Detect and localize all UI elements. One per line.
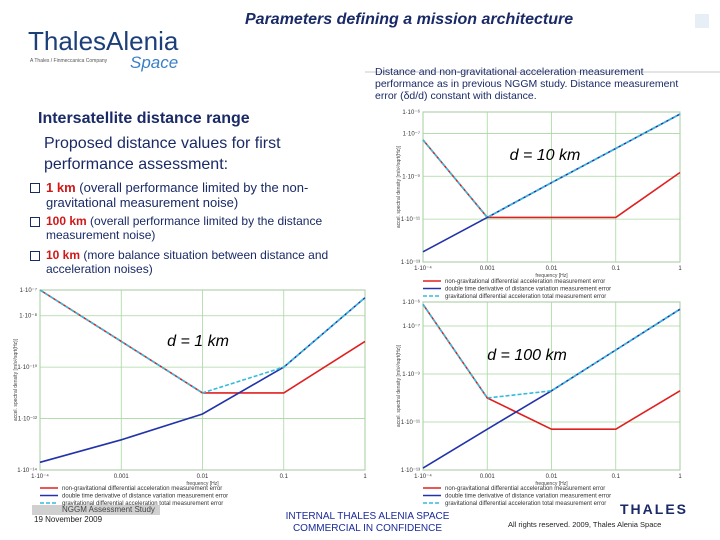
confidential: INTERNAL THALES ALENIA SPACE COMMERCIAL I…	[270, 511, 465, 535]
legend-label: double time derivative of distance varia…	[62, 494, 228, 500]
date: 19 November 2009	[34, 515, 103, 524]
bullet-text: (more balance situation between distance…	[46, 248, 329, 276]
x-tick-label: 0.001	[480, 266, 496, 272]
bullet-key: 10 km	[46, 248, 81, 262]
y-axis-label: accel. spectral density [m/s²/sqrt(Hz)]	[396, 344, 402, 427]
title: Parameters defining a mission architectu…	[245, 11, 574, 28]
y-tick-label: 1·10⁻⁷	[403, 323, 420, 330]
brand: THALES	[620, 501, 688, 517]
x-tick-label: 1	[678, 474, 682, 480]
y-tick-label: 1·10⁻⁷	[403, 130, 420, 137]
y-tick-label: 1·10⁻⁷	[20, 287, 37, 294]
series-line	[422, 303, 681, 399]
legend-label: non-gravitational differential accelerat…	[62, 486, 222, 492]
y-axis-label: accel. spectral density [m/s²/sqrt(Hz)]	[13, 338, 19, 421]
y-tick-label: 1·10⁻⁶	[402, 109, 420, 116]
annotation: d = 100 km	[487, 347, 567, 364]
bullet-body: 10 km (more balance situation between di…	[46, 248, 350, 276]
bullet-box	[30, 217, 40, 227]
bullet-key: 1 km	[46, 180, 76, 195]
y-tick-label: 1·10⁻¹¹	[401, 217, 420, 223]
y-tick-label: 1·10⁻¹²	[18, 417, 37, 423]
y-tick-label: 1·10⁻¹³	[401, 260, 420, 266]
confidential-line: INTERNAL THALES ALENIA SPACE	[285, 511, 450, 522]
corner-mark	[695, 14, 709, 28]
series-line	[422, 113, 681, 219]
rights: All rights reserved. 2009, Thales Alenia…	[508, 520, 662, 529]
x-tick-label: 1·10⁻⁴	[414, 265, 432, 272]
x-tick-label: 0.1	[612, 266, 621, 272]
legend-label: gravitational differential acceleration …	[62, 501, 223, 507]
x-tick-label: 1·10⁻⁴	[31, 473, 49, 480]
x-tick-label: 1	[678, 266, 682, 272]
bullet: 100 km (overall performance limited by t…	[30, 214, 350, 242]
y-tick-label: 1·10⁻⁹	[402, 371, 420, 378]
y-tick-label: 1·10⁻⁹	[402, 173, 420, 180]
logo-sub: Space	[130, 53, 178, 72]
x-tick-label: 0.01	[546, 474, 558, 480]
x-tick-label: 0.01	[197, 474, 209, 480]
x-tick-label: 0.1	[612, 474, 621, 480]
legend-label: double time derivative of distance varia…	[445, 287, 611, 293]
x-tick-label: 1·10⁻⁴	[414, 473, 432, 480]
legend-label: non-gravitational differential accelerat…	[445, 486, 605, 492]
x-tick-label: 0.001	[114, 474, 130, 480]
y-tick-label: 1·10⁻¹³	[401, 468, 420, 474]
intro: Proposed distance values for first perfo…	[44, 135, 281, 173]
legend-label: double time derivative of distance varia…	[445, 494, 611, 500]
annotation: d = 10 km	[510, 147, 581, 164]
description: Distance and non-gravitational accelerat…	[375, 66, 679, 102]
series-line	[39, 289, 366, 394]
y-tick-label: 1·10⁻⁸	[19, 313, 37, 320]
y-tick-label: 1·10⁻⁶	[402, 299, 420, 306]
bullet: 1 km (overall performance limited by the…	[30, 180, 370, 210]
logo-tagline: A Thales / Finmeccanica Company	[30, 58, 108, 64]
bullet: 10 km (more balance situation between di…	[30, 248, 350, 276]
bullet-box	[30, 183, 40, 193]
y-axis-label: accel. spectral density [m/s²/sqrt(Hz)]	[396, 145, 402, 228]
logo-name: ThalesAlenia	[28, 26, 179, 56]
x-tick-label: 0.1	[280, 474, 289, 480]
x-axis-label: frequency [Hz]	[535, 273, 568, 279]
bullet-body: 100 km (overall performance limited by t…	[46, 214, 350, 242]
x-axis-label: frequency [Hz]	[186, 481, 219, 487]
bullet-text: (overall performance limited by the non-…	[46, 180, 309, 210]
y-tick-label: 1·10⁻¹⁰	[17, 364, 37, 371]
x-tick-label: 0.01	[546, 266, 558, 272]
legend-label: gravitational differential acceleration …	[445, 501, 606, 507]
bullet-box	[30, 251, 40, 261]
y-tick-label: 1·10⁻¹⁴	[17, 467, 37, 474]
study: NGGM Assessment Study	[62, 505, 155, 514]
bullet-key: 100 km	[46, 214, 87, 228]
legend-label: non-gravitational differential accelerat…	[445, 279, 605, 285]
footer-band	[32, 505, 160, 515]
bullet-body: 1 km (overall performance limited by the…	[46, 180, 370, 210]
heading: Intersatellite distance range	[38, 110, 250, 127]
annotation: d = 1 km	[167, 333, 229, 350]
x-tick-label: 1	[363, 474, 367, 480]
x-tick-label: 0.001	[480, 474, 496, 480]
bullet-text: (overall performance limited by the dist…	[46, 214, 323, 242]
y-tick-label: 1·10⁻¹¹	[401, 420, 420, 426]
x-axis-label: frequency [Hz]	[535, 481, 568, 487]
legend-label: gravitational differential acceleration …	[445, 294, 606, 300]
confidential-line: COMMERCIAL IN CONFIDENCE	[292, 523, 443, 534]
